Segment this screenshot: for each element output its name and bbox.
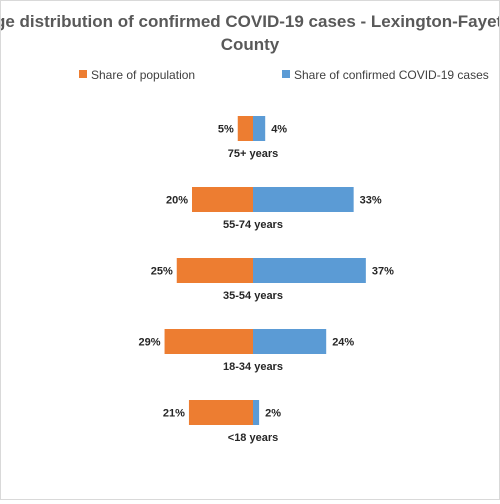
- category-label: 75+ years: [228, 148, 278, 160]
- bar-cases: [253, 187, 354, 212]
- chart-title-line-1: Age distribution of confirmed COVID-19 c…: [1, 12, 499, 31]
- bar-cases: [253, 116, 266, 141]
- data-label-cases: 24%: [332, 337, 354, 349]
- data-label-population: 29%: [139, 337, 161, 349]
- legend-label-population: Share of population: [91, 68, 195, 82]
- legend: Share of population Share of confirmed C…: [79, 68, 489, 82]
- bar-population: [176, 258, 253, 283]
- data-label-cases: 37%: [372, 266, 394, 278]
- data-label-population: 20%: [166, 195, 188, 207]
- data-label-population: 21%: [163, 408, 185, 420]
- data-label-cases: 4%: [271, 124, 287, 136]
- bar-population: [192, 187, 253, 212]
- legend-swatch-population: [79, 70, 87, 78]
- category-label: <18 years: [228, 432, 278, 444]
- bar-population: [164, 329, 253, 354]
- data-label-population: 5%: [218, 124, 234, 136]
- bar-cases: [253, 400, 260, 425]
- data-label-cases: 33%: [360, 195, 382, 207]
- bar-cases: [253, 329, 327, 354]
- bar-population: [188, 400, 253, 425]
- chart-title-line-2: County: [221, 35, 280, 54]
- data-label-cases: 2%: [265, 408, 281, 420]
- category-label: 35-54 years: [223, 290, 283, 302]
- category-label: 18-34 years: [223, 361, 283, 373]
- data-label-population: 25%: [151, 266, 173, 278]
- bar-population: [237, 116, 253, 141]
- bars-group: 5% 4% 75+ years 20% 33% 55-74 years 25% 37% 35-5…: [139, 116, 394, 444]
- category-label: 55-74 years: [223, 219, 283, 231]
- legend-swatch-cases: [282, 70, 290, 78]
- bar-cases: [253, 258, 366, 283]
- legend-label-cases: Share of confirmed COVID-19 cases: [294, 68, 489, 82]
